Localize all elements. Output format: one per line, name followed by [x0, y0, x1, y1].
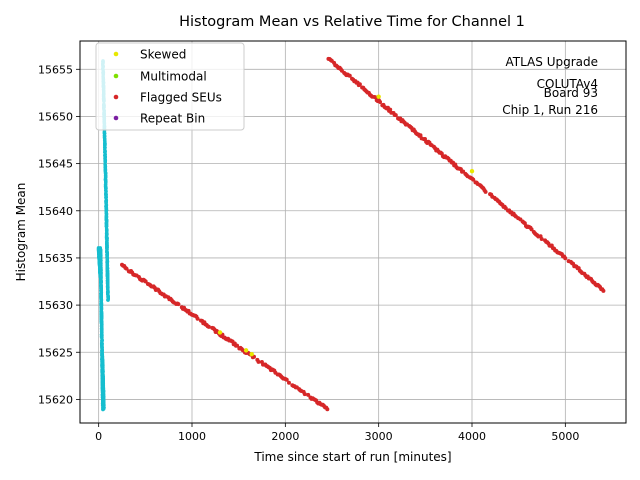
data-point: [388, 107, 393, 112]
y-tick-label: 15630: [38, 299, 73, 312]
data-point: [217, 330, 223, 335]
data-point: [124, 266, 129, 271]
legend-marker-repeat-bin: [113, 115, 119, 121]
data-point: [376, 94, 381, 99]
data-point: [393, 113, 398, 118]
data-point: [302, 392, 307, 397]
y-tick-label: 15625: [38, 346, 73, 359]
data-point: [483, 189, 488, 194]
y-tick-label: 15655: [38, 63, 73, 76]
annotation-line-2: COLUTAv4: [537, 77, 598, 91]
data-point: [471, 177, 476, 182]
x-tick-label: 4000: [458, 430, 486, 443]
data-point: [243, 348, 249, 353]
data-point: [103, 160, 107, 164]
annotation-line-4: Chip 1, Run 216: [502, 103, 598, 117]
legend-label-multimodal: Multimodal: [140, 70, 207, 84]
x-tick-label: 3000: [365, 430, 393, 443]
data-point: [563, 256, 568, 261]
y-tick-label: 15635: [38, 252, 73, 265]
chart-title: Histogram Mean vs Relative Time for Chan…: [179, 14, 525, 30]
y-axis-ticks: 15620 15625 15630 15635 15640 15645 15650 15655: [38, 63, 80, 406]
data-point: [195, 316, 200, 321]
data-point: [256, 359, 261, 364]
data-point: [284, 377, 289, 382]
data-point: [101, 406, 106, 410]
data-point: [176, 302, 181, 307]
annotation-text: ATLAS Upgrade COLUTAv4 Board 93 Board 93…: [502, 55, 598, 117]
x-tick-label: 2000: [271, 430, 299, 443]
x-tick-label: 0: [95, 430, 102, 443]
legend-marker-skewed: [113, 51, 119, 57]
data-point: [286, 380, 291, 385]
legend: Skewed Multimodal Flagged SEUs Repeat Bi…: [95, 42, 245, 131]
data-point: [357, 82, 362, 87]
data-point: [235, 343, 240, 348]
x-tick-label: 1000: [178, 430, 206, 443]
annotation-line-1: ATLAS Upgrade: [505, 55, 598, 69]
annotation-line-3-visible: Board 93: [544, 86, 598, 100]
x-axis-ticks: 0 1000 2000 3000 4000 5000: [95, 423, 579, 443]
data-point: [249, 351, 254, 357]
data-point: [306, 392, 311, 397]
legend-label-repeat-bin: Repeat Bin: [140, 112, 205, 126]
y-axis-label: Histogram Mean: [14, 183, 28, 282]
y-tick-label: 15650: [38, 110, 73, 123]
legend-marker-flagged-seus: [113, 94, 119, 100]
legend-label-skewed: Skewed: [140, 48, 186, 62]
legend-label-flagged-seus: Flagged SEUs: [140, 91, 222, 105]
x-tick-label: 5000: [551, 430, 579, 443]
legend-box: [95, 42, 245, 131]
data-point: [104, 171, 108, 175]
plot-frame: [79, 40, 627, 424]
data-point: [469, 168, 475, 174]
data-point: [325, 407, 330, 412]
data-point: [378, 99, 383, 104]
y-tick-label: 15645: [38, 158, 73, 171]
data-point: [418, 133, 423, 138]
data-point: [206, 324, 211, 329]
x-axis-label: Time since start of run [minutes]: [253, 450, 451, 464]
y-tick-label: 15640: [38, 205, 73, 218]
data-point: [601, 288, 606, 293]
data-point: [105, 232, 109, 237]
legend-marker-multimodal: [113, 73, 119, 79]
data-point: [539, 236, 544, 241]
data-point: [529, 227, 534, 232]
grid-lines: [80, 41, 626, 423]
data-point: [106, 297, 110, 301]
y-tick-label: 15620: [38, 393, 73, 406]
data-point: [103, 182, 108, 187]
data-point: [347, 73, 352, 78]
data-point: [104, 175, 108, 180]
